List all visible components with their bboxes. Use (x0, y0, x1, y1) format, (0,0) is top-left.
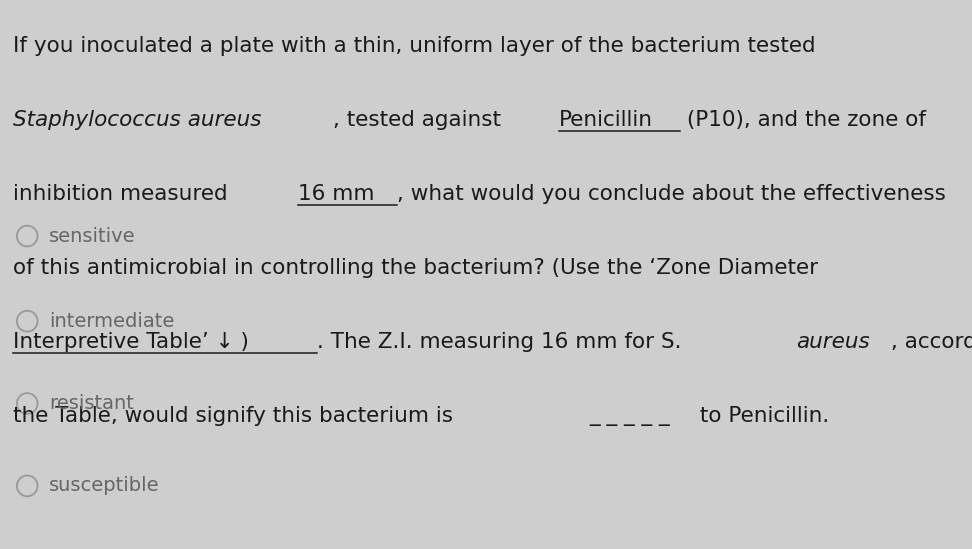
Text: Staphylococcus aureus: Staphylococcus aureus (13, 110, 261, 130)
Text: Penicillin: Penicillin (559, 110, 653, 130)
Text: the Table, would signify this bacterium is: the Table, would signify this bacterium … (13, 406, 460, 426)
Text: to Penicillin.: to Penicillin. (693, 406, 829, 426)
Text: (P10), and the zone of: (P10), and the zone of (680, 110, 926, 130)
Text: aureus: aureus (796, 332, 870, 352)
Text: resistant: resistant (50, 394, 134, 413)
Text: , according to: , according to (891, 332, 972, 352)
Text: , what would you conclude about the effectiveness: , what would you conclude about the effe… (398, 184, 946, 204)
Text: of this antimicrobial in controlling the bacterium? (Use the ‘Zone Diameter: of this antimicrobial in controlling the… (13, 258, 817, 278)
Text: , tested against: , tested against (333, 110, 508, 130)
Text: intermediate: intermediate (50, 312, 175, 330)
Text: inhibition measured: inhibition measured (13, 184, 234, 204)
Text: . The Z.I. measuring 16 mm for S.: . The Z.I. measuring 16 mm for S. (317, 332, 688, 352)
Text: 16 mm: 16 mm (298, 184, 375, 204)
Text: _ _ _ _ _: _ _ _ _ _ (589, 406, 670, 426)
Text: susceptible: susceptible (50, 477, 159, 495)
Text: sensitive: sensitive (50, 227, 136, 245)
Text: Interpretive Table’ ↓ ): Interpretive Table’ ↓ ) (13, 332, 249, 352)
Text: If you inoculated a plate with a thin, uniform layer of the bacterium tested: If you inoculated a plate with a thin, u… (13, 36, 816, 55)
